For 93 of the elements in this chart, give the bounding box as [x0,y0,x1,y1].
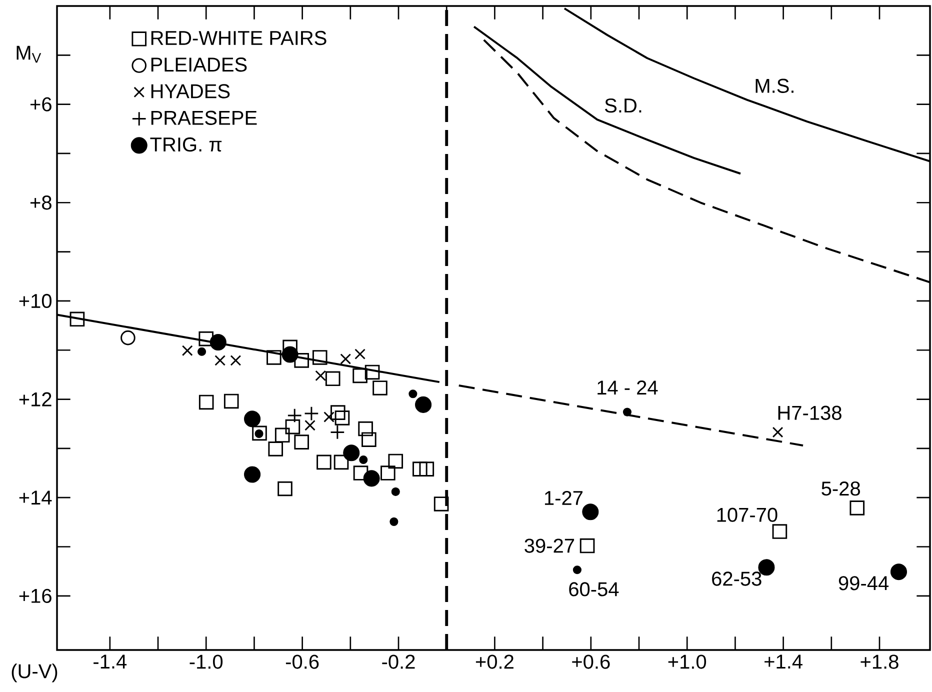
x-tick-label: +0.2 [476,654,514,669]
annotation: 62-53 [712,572,762,586]
point [282,346,298,363]
annotation: 14 - 24 [598,380,658,394]
point [362,432,376,447]
annotation: S.D. [604,98,642,113]
y-tick-label: +14 [19,490,52,504]
point [622,408,632,416]
point [304,420,316,431]
point [582,504,599,520]
point [312,350,328,365]
point [324,412,334,422]
point [419,462,434,476]
point [266,350,282,365]
legend-label: TRIG. π [150,137,222,152]
point [182,345,193,356]
point [214,354,226,366]
point [294,434,309,450]
point [434,496,449,512]
point [354,348,366,360]
legend-label: PLEIADES [151,58,247,72]
point [334,454,349,470]
x-tick-label: -1.0 [190,654,223,669]
point [415,396,432,413]
point [198,331,214,346]
annotation: 107-70 [717,508,778,522]
point [315,370,326,382]
point [391,487,400,496]
point [772,426,784,438]
point [380,466,396,480]
point [274,428,290,443]
x-tick-label: +0.6 [572,654,610,669]
x-tick-label: -0.2 [382,654,415,669]
y-tick-label: +16 [19,588,52,603]
point [390,517,398,526]
point [285,419,300,434]
x-tick-label: +1.8 [860,654,898,669]
point [343,444,360,462]
annotation: 5-28 [822,481,860,496]
point [244,410,261,428]
annotation: 39-27 [524,538,574,553]
point [224,394,239,409]
legend-label: RED-WHITE PAIRS [151,30,326,46]
point [359,455,368,464]
y-tick-label: +10 [19,294,52,308]
point [198,394,214,410]
line-series [473,26,742,175]
point [334,410,350,426]
x-tick-label: +1.0 [668,654,706,669]
annotation: 60-54 [569,582,619,596]
point [580,538,595,554]
point [268,442,284,456]
point [412,462,428,476]
point [254,429,264,438]
point [316,454,332,470]
annotation: 99-44 [838,576,889,590]
point [352,368,368,384]
point [340,354,352,364]
point [278,481,292,496]
point [244,466,261,483]
y-tick-label: +6 [30,97,52,112]
point [850,500,865,516]
point [230,354,242,366]
legend-label: PRAESEPE [151,110,257,125]
point [772,524,788,539]
x-tick-label: -0.6 [286,654,319,669]
x-tick-label: -1.4 [94,654,127,668]
point [330,405,346,420]
point [364,364,380,380]
point [353,466,368,480]
x-tick-label: +1.4 [764,654,802,668]
annotation: M.S. [756,78,794,93]
point [70,312,85,327]
point [198,347,206,356]
point [120,330,136,346]
y-axis-title: M$_{V}$ [16,46,42,63]
y-tick-label: +12 [19,392,52,406]
annotation: 1-27 [544,490,582,505]
point [294,353,309,368]
y-tick-label: +8 [30,196,52,210]
point [388,454,404,469]
point [358,421,373,436]
point [572,566,582,574]
legend-label: HYADES [151,84,230,98]
annotation: H7-138 [778,406,842,420]
point [210,334,226,351]
point [363,470,380,487]
x-axis-title: (U-V) [12,664,58,682]
point [408,390,418,398]
point [372,380,388,396]
point [252,426,267,441]
point [325,371,340,386]
point [890,564,908,580]
